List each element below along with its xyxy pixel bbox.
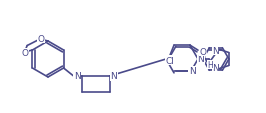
Text: O: O <box>38 34 44 43</box>
Text: Cl: Cl <box>165 56 174 65</box>
Text: O: O <box>200 47 206 56</box>
Text: N: N <box>74 72 81 81</box>
Text: N: N <box>189 67 195 76</box>
Text: N: N <box>198 55 204 64</box>
Text: N: N <box>212 63 219 72</box>
Text: H: H <box>208 60 214 69</box>
Text: O: O <box>22 49 29 58</box>
Text: N: N <box>111 72 117 81</box>
Text: N: N <box>212 47 219 56</box>
